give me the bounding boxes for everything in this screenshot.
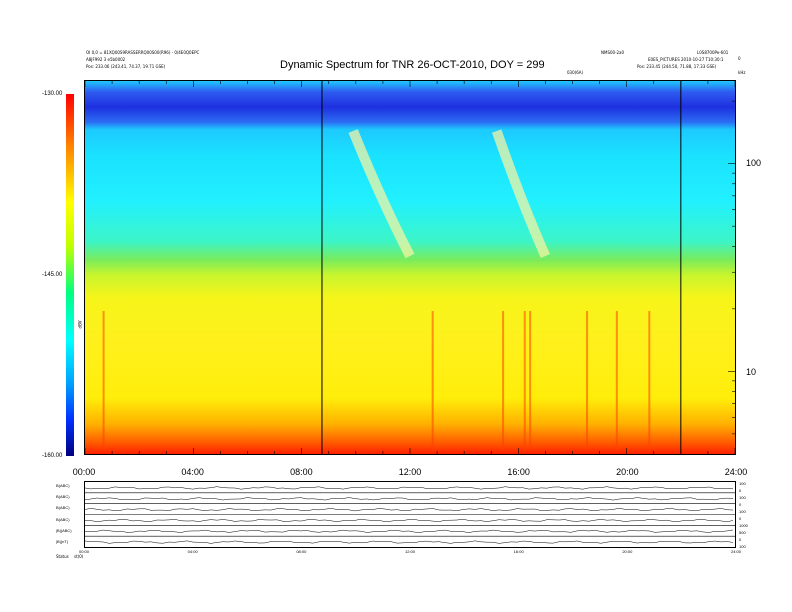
panel-right-tick: 100 (739, 509, 746, 514)
panel-x-tick-label: 04:00 (187, 549, 198, 554)
header-left-line1: OI 0,0 = 81XQ00S9RASSERRQ00S00(R96) - 0/… (86, 50, 200, 55)
x-tick-label: 12:00 (398, 467, 422, 477)
intense-emission (431, 311, 434, 451)
b-field-plot (85, 486, 735, 544)
panel-x-tick-label: 16:00 (513, 549, 524, 554)
panel-x-tick-label: 12:00 (405, 549, 416, 554)
spectrum-overlay (85, 81, 735, 454)
intense-emission (648, 311, 651, 451)
panel-x-tick-label: 24:00 (731, 549, 742, 554)
panel-right-tick: 100 (739, 544, 746, 549)
panel-label: B(ABC) (56, 483, 70, 488)
panel-label: B(ABC) (56, 516, 70, 522)
header-corner: 0 (738, 56, 741, 61)
panel-label: B(ABC) (56, 494, 70, 500)
b-field-trace (85, 540, 734, 544)
intense-emission (529, 311, 532, 451)
intense-emission (102, 311, 105, 451)
intense-emission (615, 311, 618, 451)
header-right-small: 030(6A) (567, 70, 584, 75)
header-left-line3: Pos: 233.06 (243.41, 74.37, 19.71 GSE) (86, 64, 166, 69)
panel-x-tick-label: 20:00 (622, 549, 633, 554)
header-right-line3: Pos: 233.45 (244.50, 71.88, 17.33 GSE) (637, 64, 717, 69)
x-tick-label: 08:00 (290, 467, 313, 477)
b-field-trace (85, 486, 734, 490)
x-tick-label: 24:00 (724, 467, 748, 477)
b-field-trace (85, 529, 734, 533)
x-tick-label: 20:00 (616, 467, 639, 477)
y-tick-label: 10 (746, 366, 757, 377)
header-left-line2: A8JF992 3 e5b0002 (86, 57, 126, 62)
radio-burst (348, 129, 415, 259)
header-right-top: L0S8700Pe-601 (697, 50, 729, 55)
panel-right-tick: 500 (739, 530, 746, 535)
intense-emission (586, 311, 589, 451)
radio-burst (491, 129, 550, 259)
x-tick-label: 16:00 (507, 467, 530, 477)
header-right-line2: E0ES_PICTURES 2010-10-27 T10:30:1 (648, 57, 724, 62)
panel-x-tick-label: 00:00 (79, 549, 90, 554)
panel-right-tick: 0 (739, 537, 742, 542)
dynamic-spectrum (84, 80, 736, 455)
panel-right-tick: 1000 (739, 523, 748, 528)
b-field-panel (84, 481, 736, 548)
status-value: st(0) (74, 554, 84, 559)
b-field-trace (85, 518, 734, 522)
b-field-trace (85, 508, 734, 512)
colorbar-label: -145.00 (42, 272, 63, 278)
colorbar-label: -130.00 (42, 91, 63, 97)
page-title: Dynamic Spectrum for TNR 26-OCT-2010, DO… (280, 59, 545, 71)
x-tick-label: 00:00 (72, 467, 96, 477)
panel-label: |B|(ABC) (56, 527, 72, 533)
panel-right-tick: 100 (739, 495, 746, 500)
header-corner-unit: kHz (738, 70, 746, 75)
panel-right-tick: 0 (739, 516, 742, 521)
intense-emission (502, 311, 505, 451)
y-tick-label: 100 (746, 158, 762, 169)
x-tick-label: 04:00 (181, 467, 204, 477)
panel-right-tick: 100 (739, 481, 746, 486)
status-label: Status (56, 554, 69, 559)
panel-label: |B|(nT) (56, 538, 69, 544)
b-field-trace (85, 497, 734, 501)
panel-right-tick: 0 (739, 488, 742, 493)
panel-right-tick: 0 (739, 502, 742, 507)
panel-label: B(ABC) (56, 505, 70, 511)
colorbar (66, 94, 74, 456)
panel-x-tick-label: 08:00 (296, 549, 307, 554)
intense-emission (523, 311, 526, 451)
colorbar-unit: dBV (77, 320, 83, 329)
colorbar-label: -160.00 (42, 453, 63, 459)
header-right-mid: NMS00-2a0 (601, 50, 625, 55)
